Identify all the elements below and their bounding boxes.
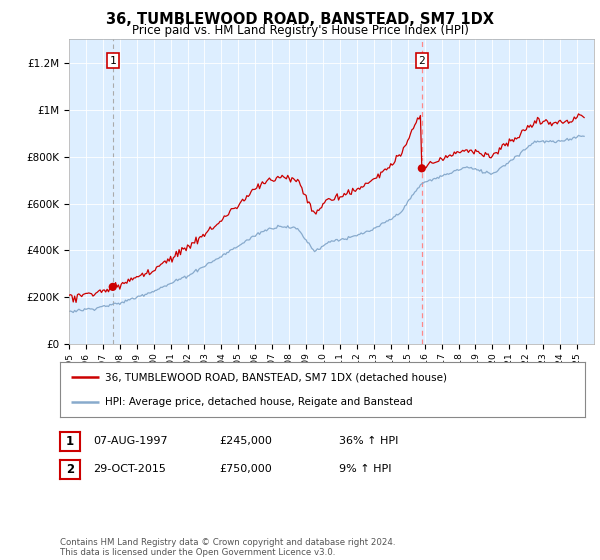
Text: 29-OCT-2015: 29-OCT-2015 [93,464,166,474]
Text: 1: 1 [66,435,74,448]
Text: 36, TUMBLEWOOD ROAD, BANSTEAD, SM7 1DX (detached house): 36, TUMBLEWOOD ROAD, BANSTEAD, SM7 1DX (… [104,372,446,382]
Point [417,164,427,173]
Text: 36% ↑ HPI: 36% ↑ HPI [339,436,398,446]
Text: 1: 1 [109,55,116,66]
Text: £245,000: £245,000 [219,436,272,446]
Text: 2: 2 [66,463,74,476]
Text: Price paid vs. HM Land Registry's House Price Index (HPI): Price paid vs. HM Land Registry's House … [131,24,469,37]
Point [108,282,118,291]
Text: 2: 2 [418,55,425,66]
Text: 36, TUMBLEWOOD ROAD, BANSTEAD, SM7 1DX: 36, TUMBLEWOOD ROAD, BANSTEAD, SM7 1DX [106,12,494,27]
Text: HPI: Average price, detached house, Reigate and Banstead: HPI: Average price, detached house, Reig… [104,398,412,407]
Text: 07-AUG-1997: 07-AUG-1997 [93,436,167,446]
Text: 9% ↑ HPI: 9% ↑ HPI [339,464,391,474]
Text: £750,000: £750,000 [219,464,272,474]
Text: Contains HM Land Registry data © Crown copyright and database right 2024.
This d: Contains HM Land Registry data © Crown c… [60,538,395,557]
